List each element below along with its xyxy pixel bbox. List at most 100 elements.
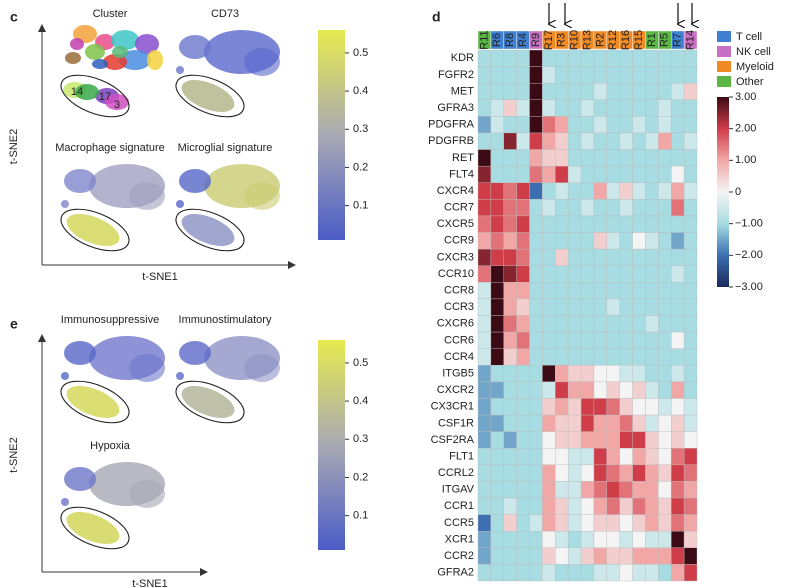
heatmap-cell bbox=[593, 132, 608, 150]
heatmap-cell bbox=[683, 282, 698, 300]
heatmap-cell bbox=[671, 49, 685, 67]
heatmap-cell bbox=[490, 315, 504, 333]
heatmap-cell bbox=[477, 215, 492, 233]
heatmap-cell bbox=[580, 315, 595, 333]
heatmap-cell bbox=[671, 232, 685, 250]
heatmap-cell bbox=[567, 497, 582, 515]
heatmap-cell bbox=[658, 132, 672, 150]
heatmap-cell bbox=[490, 99, 504, 117]
heatmap-cell bbox=[580, 431, 595, 449]
heatmap-cell bbox=[658, 49, 672, 67]
heatmap-cell bbox=[683, 49, 698, 67]
heatmap-cell bbox=[580, 232, 595, 250]
legend-label: Other bbox=[736, 76, 764, 88]
heatmap-cell bbox=[606, 99, 620, 117]
heatmap-cell bbox=[555, 132, 569, 150]
heatmap-cell bbox=[580, 448, 595, 466]
heatmap-cell bbox=[490, 381, 504, 399]
embedding-blob bbox=[64, 467, 96, 491]
heatmap-cell bbox=[567, 315, 582, 333]
heatmap-cell bbox=[490, 481, 504, 499]
heatmap-cell bbox=[477, 514, 492, 532]
heatmap-cell bbox=[632, 547, 646, 565]
heatmap-cell bbox=[632, 464, 646, 482]
heatmap-cell bbox=[658, 248, 672, 266]
heatmap-cell bbox=[683, 365, 698, 383]
heatmap-cell bbox=[645, 49, 659, 67]
heatmap-cell bbox=[632, 365, 646, 383]
heatmap-cell bbox=[606, 414, 620, 432]
heatmap-cell bbox=[542, 132, 556, 150]
heatmap-cell bbox=[542, 298, 556, 316]
heatmap-cell bbox=[645, 132, 659, 150]
heatmap-cell bbox=[555, 547, 569, 565]
heatmap-cell bbox=[606, 448, 620, 466]
heatmap-cell bbox=[645, 66, 659, 84]
legend-swatch bbox=[717, 76, 731, 87]
heatmap-cell bbox=[593, 431, 608, 449]
region-outline bbox=[60, 506, 130, 550]
heatmap-cell bbox=[580, 182, 595, 200]
heatmap-cell bbox=[555, 149, 569, 167]
column-group bbox=[683, 30, 698, 50]
heatmap-cell bbox=[555, 182, 569, 200]
heatmap-cell bbox=[683, 481, 698, 499]
heatmap-cell bbox=[619, 365, 633, 383]
column-label: R15 bbox=[633, 30, 645, 50]
heatmap-cell bbox=[516, 564, 530, 582]
heatmap-cell bbox=[593, 547, 608, 565]
row-label: CCR8 bbox=[444, 285, 474, 297]
colorbar-tick-label: 0.1 bbox=[353, 200, 368, 212]
heatmap-cell bbox=[516, 547, 530, 565]
heatmap-cell bbox=[555, 331, 569, 349]
column-label: R10 bbox=[569, 30, 581, 50]
heatmap-cell bbox=[645, 348, 659, 366]
plot-title: CD73 bbox=[211, 8, 239, 20]
heatmap-cell bbox=[516, 431, 530, 449]
column-label: R12 bbox=[607, 30, 619, 50]
y-axis-label: t-SNE2 bbox=[8, 129, 20, 164]
heatmap-cell bbox=[516, 149, 530, 167]
heatmap-cell bbox=[516, 232, 530, 250]
embedding-blob bbox=[64, 341, 96, 365]
heatmap-cell bbox=[529, 149, 543, 167]
heatmap-cell bbox=[580, 497, 595, 515]
heatmap-cell bbox=[542, 448, 556, 466]
heatmap-cell bbox=[503, 497, 517, 515]
heatmap-cell bbox=[593, 315, 608, 333]
region-outline bbox=[175, 74, 245, 118]
heatmap-cell bbox=[529, 431, 543, 449]
heatmap-cell bbox=[606, 365, 620, 383]
heatmap-cell bbox=[542, 348, 556, 366]
heatmap-cell bbox=[593, 514, 608, 532]
heatmap-cell bbox=[503, 514, 517, 532]
heatmap-cell bbox=[619, 132, 633, 150]
panel-label: e bbox=[10, 316, 18, 332]
embedding-blob bbox=[179, 341, 211, 365]
heatmap-cell bbox=[477, 149, 492, 167]
region-outline bbox=[60, 208, 130, 252]
heatmap-cell bbox=[619, 464, 633, 482]
heatmap-cell bbox=[683, 431, 698, 449]
embedding-blob bbox=[66, 512, 120, 544]
heatmap-cell bbox=[477, 381, 492, 399]
arrows bbox=[549, 3, 692, 24]
heatmap-cell bbox=[606, 564, 620, 582]
heatmap-cell bbox=[503, 199, 517, 217]
heatmap-cell bbox=[567, 298, 582, 316]
row-label: FGFR2 bbox=[438, 69, 474, 81]
heatmap-cell bbox=[477, 315, 492, 333]
heatmap-cell bbox=[477, 481, 492, 499]
legend-swatch bbox=[717, 31, 731, 42]
heatmap-cell bbox=[658, 116, 672, 134]
heatmap-cell bbox=[516, 531, 530, 549]
heatmap-cell bbox=[567, 564, 582, 582]
colorbar-tick-label: −3.00 bbox=[735, 281, 763, 293]
x-axis-label: t-SNE1 bbox=[132, 578, 167, 588]
heatmap-cell bbox=[645, 514, 659, 532]
column-label: R3 bbox=[556, 33, 568, 47]
heatmap-cell bbox=[555, 431, 569, 449]
heatmap-cell bbox=[645, 82, 659, 100]
colorbar-tick-label: 0.4 bbox=[353, 85, 368, 97]
heatmap-cell bbox=[555, 514, 569, 532]
